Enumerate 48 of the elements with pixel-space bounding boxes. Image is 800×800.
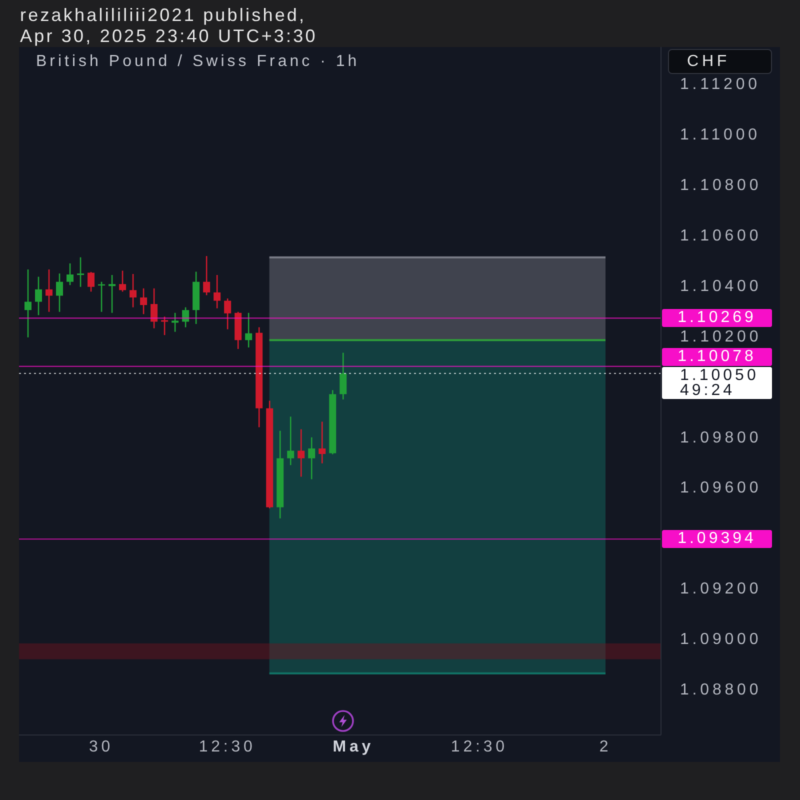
candlestick bbox=[203, 255, 210, 296]
y-tick-label: 1.10600 bbox=[680, 227, 762, 244]
candlestick bbox=[308, 436, 316, 480]
candlestick bbox=[46, 268, 53, 312]
candlestick bbox=[340, 352, 347, 400]
candlestick bbox=[140, 288, 148, 315]
candlestick bbox=[172, 312, 179, 332]
candlestick bbox=[108, 274, 116, 314]
candlestick bbox=[35, 276, 42, 316]
candlestick bbox=[66, 262, 74, 286]
text: Apr 30, 2025 23:40 UTC+3:30 bbox=[20, 26, 318, 46]
ref-line-label: 1.10078 bbox=[678, 348, 756, 365]
y-tick-label: 1.09000 bbox=[680, 631, 762, 648]
chart-title: British Pound / Swiss Franc · 1h bbox=[36, 53, 360, 70]
y-tick-label: 1.09600 bbox=[680, 480, 762, 497]
candlestick bbox=[24, 268, 32, 338]
y-tick-label: 1.11200 bbox=[680, 76, 760, 93]
candlestick bbox=[182, 306, 190, 328]
x-tick-label: May bbox=[332, 738, 374, 756]
x-tick-label: 30 bbox=[88, 738, 114, 756]
candlestick bbox=[318, 421, 326, 464]
y-tick-label: 1.10800 bbox=[680, 176, 762, 194]
candlestick bbox=[130, 273, 137, 308]
candlestick bbox=[150, 288, 158, 329]
text: rezakhalililiii2021 published, bbox=[20, 5, 306, 25]
x-tick-label: 2 bbox=[599, 738, 612, 756]
candlestick bbox=[224, 298, 232, 330]
candlestick bbox=[161, 316, 168, 336]
ref-line-label: 1.10050 49:24 bbox=[680, 366, 759, 399]
y-tick-label: 1.09800 bbox=[680, 429, 762, 446]
candlestick bbox=[214, 274, 221, 309]
candlestick bbox=[77, 256, 84, 288]
ref-line-label: 1.10269 bbox=[678, 309, 756, 326]
ref-line-label: 1.09394 bbox=[678, 530, 756, 548]
y-axis-title: CHF bbox=[687, 53, 730, 70]
y-tick-label: 1.09200 bbox=[680, 580, 762, 598]
x-tick-label: 12:30 bbox=[198, 738, 256, 756]
candlestick bbox=[287, 416, 294, 466]
y-tick-label: 1.10400 bbox=[680, 278, 762, 295]
y-tick-label: 1.10200 bbox=[680, 328, 762, 346]
x-tick-label: 12:30 bbox=[450, 738, 508, 756]
candlestick bbox=[298, 428, 305, 478]
y-tick-label: 1.08800 bbox=[680, 682, 762, 699]
candlestick bbox=[119, 270, 126, 292]
candlestick bbox=[88, 271, 95, 292]
candlestick bbox=[245, 312, 252, 348]
candlestick bbox=[56, 272, 64, 312]
y-tick-label: 1.11000 bbox=[680, 126, 760, 144]
